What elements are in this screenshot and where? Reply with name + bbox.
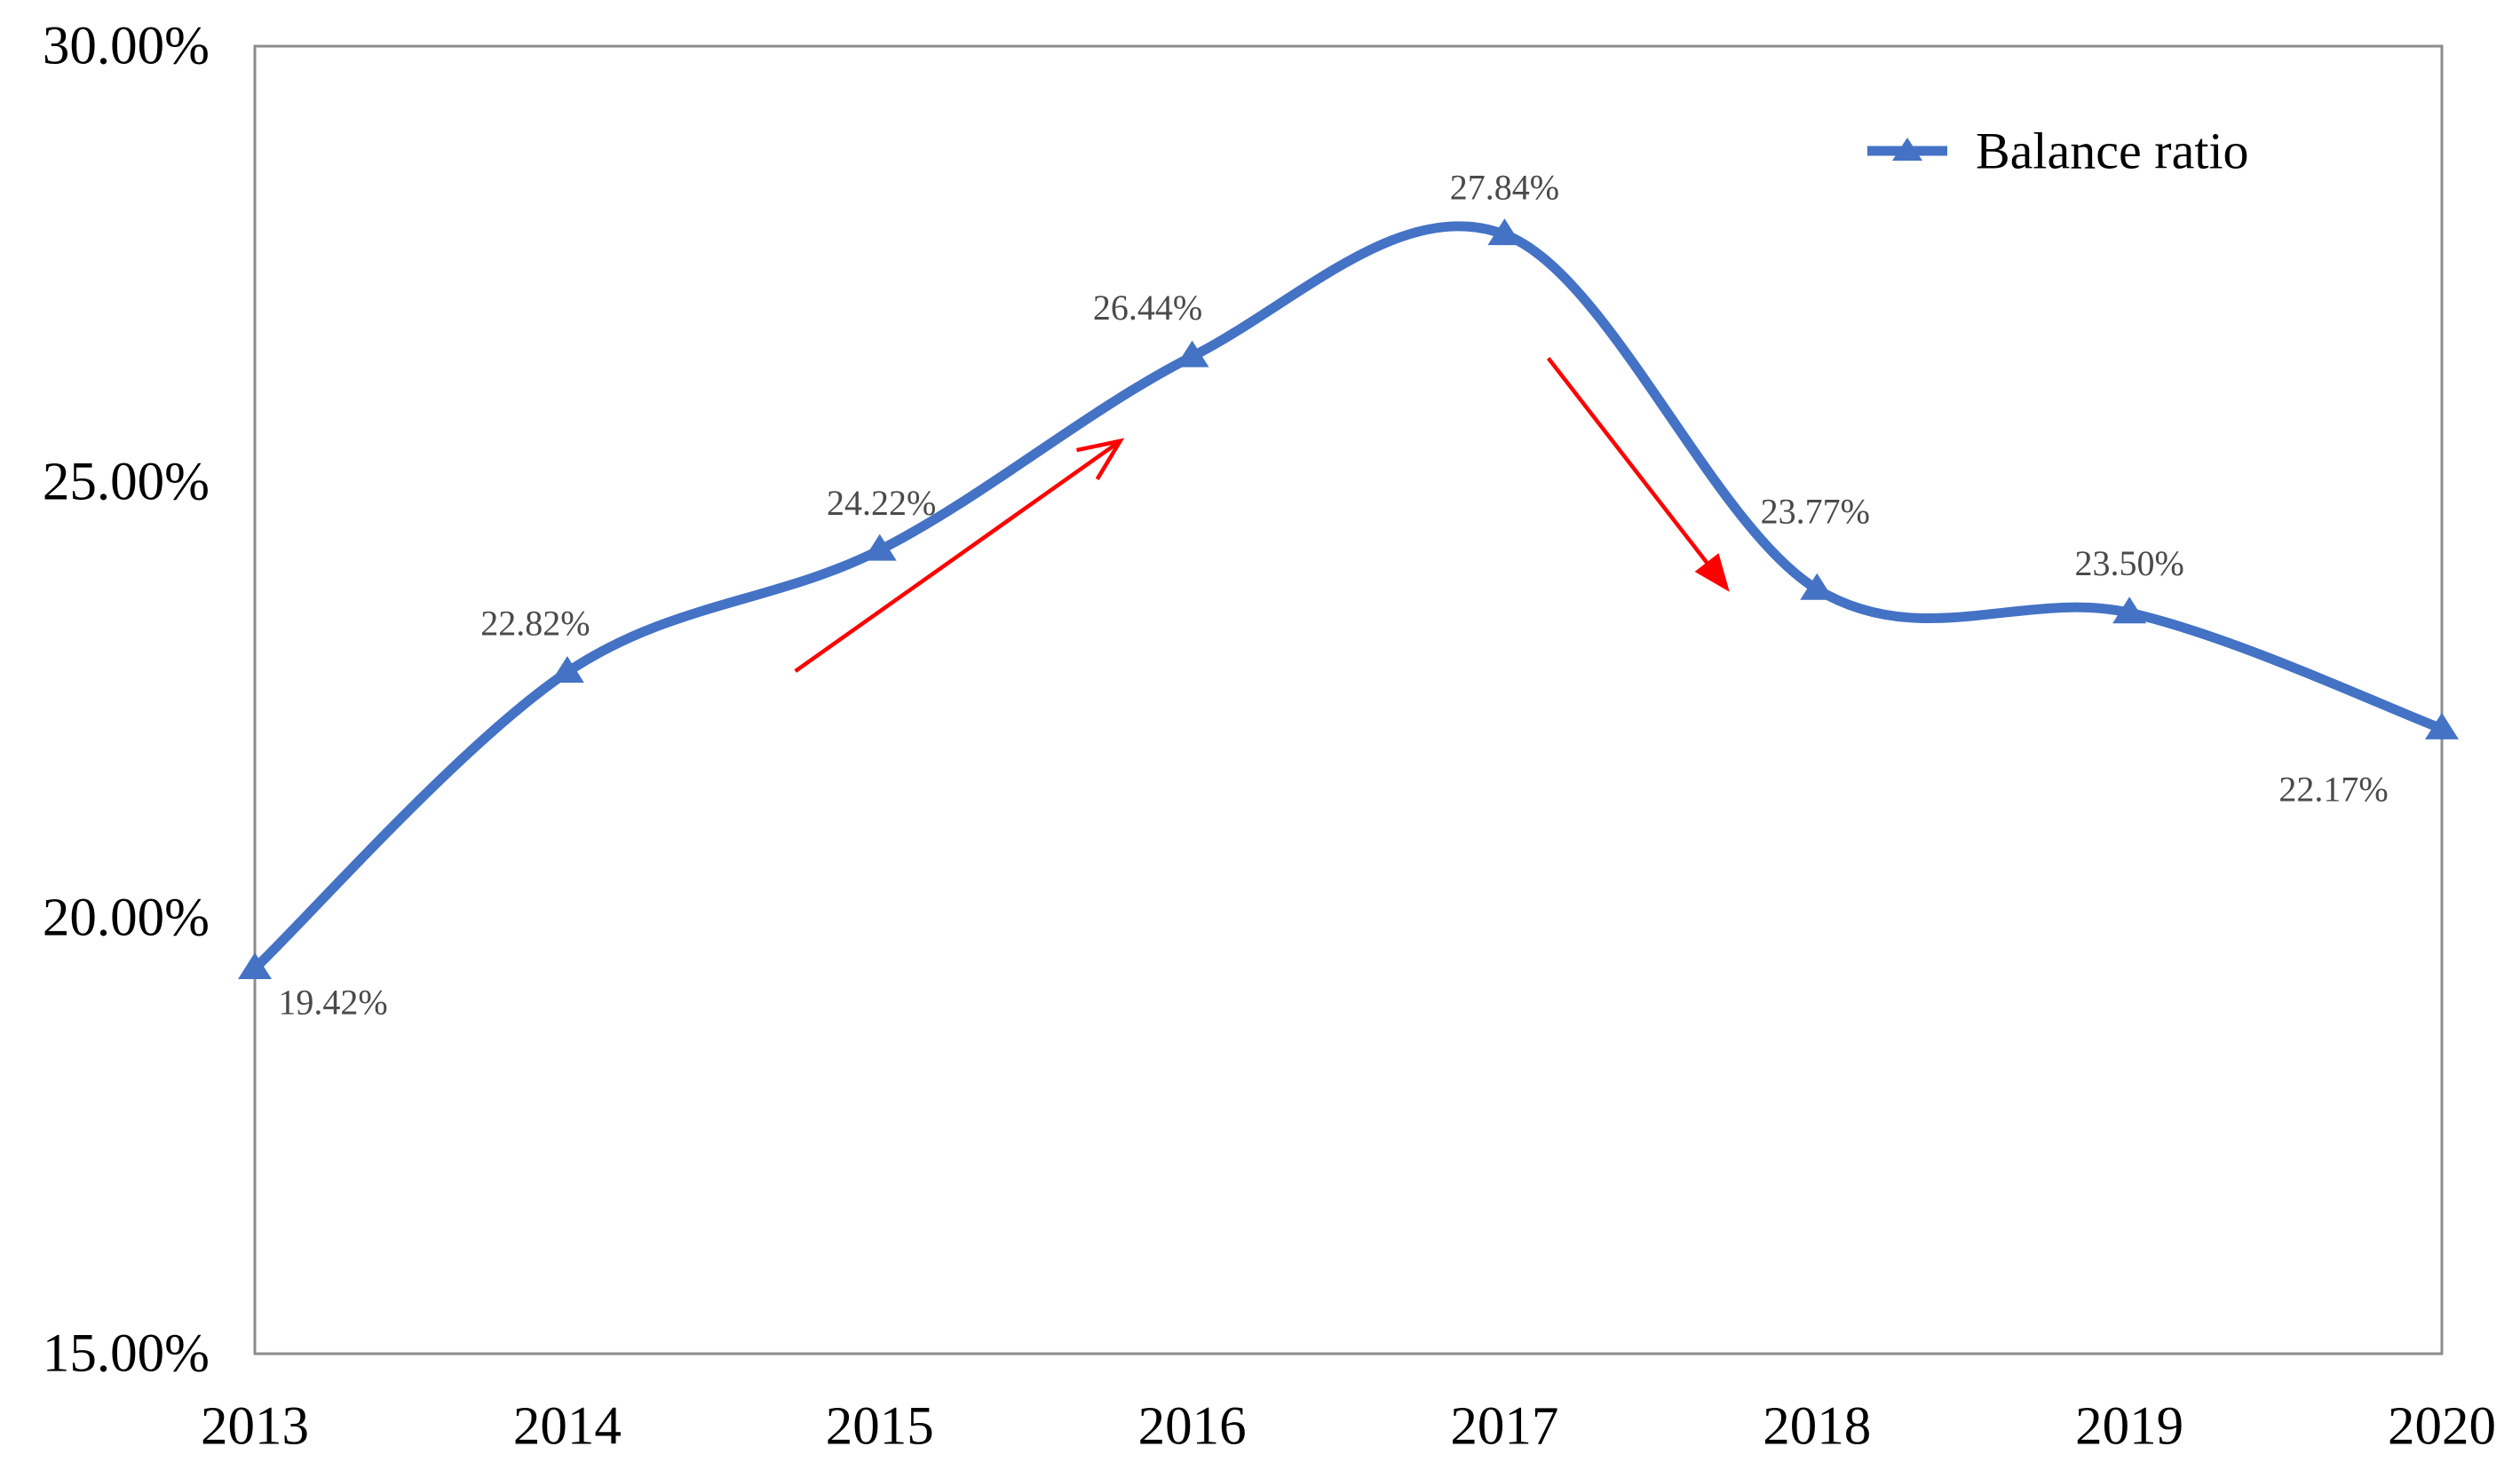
x-axis-tick-label: 2018 <box>1763 1397 1871 1457</box>
arrowhead-filled <box>1694 553 1730 592</box>
x-axis-tick-label: 2013 <box>201 1397 309 1457</box>
data-label: 22.82% <box>480 604 590 644</box>
x-axis-tick-labels: 2013 2014 2015 2016 2017 2018 2019 2020 <box>201 1397 2496 1457</box>
x-axis-tick-label: 2019 <box>2075 1397 2183 1457</box>
series-line-group <box>250 221 2447 974</box>
y-axis-tick-label: 15.00% <box>43 1324 210 1384</box>
trend-arrow-down <box>1546 357 1716 573</box>
data-point-marker <box>2425 712 2459 739</box>
x-axis-tick-label: 2017 <box>1450 1397 1558 1457</box>
data-label: 23.50% <box>2074 543 2183 583</box>
data-label: 24.22% <box>827 483 936 523</box>
data-point-marker <box>1800 573 1835 600</box>
data-point-marker <box>550 656 584 684</box>
data-point-marker <box>1487 218 1522 246</box>
plot-border <box>253 44 2444 1355</box>
legend-label: Balance ratio <box>1976 122 2249 180</box>
trend-arrows <box>794 357 1730 673</box>
x-axis-tick-label: 2015 <box>826 1397 934 1457</box>
x-axis-tick-label: 2016 <box>1138 1397 1247 1457</box>
x-axis-tick-label: 2014 <box>513 1397 622 1457</box>
x-axis-tick-label: 2020 <box>2388 1397 2496 1457</box>
series-line <box>250 221 2447 974</box>
y-axis-tick-labels: 30.00% 25.00% 20.00% 15.00% <box>43 17 210 1384</box>
y-axis-tick-label: 30.00% <box>43 17 210 76</box>
y-axis-tick-label: 20.00% <box>43 889 210 948</box>
legend-triangle-marker <box>1892 138 1922 161</box>
data-label-group: 19.42% 22.82% 24.22% 26.44% 27.84% 23.77% 23.5… <box>278 168 2388 1023</box>
data-point-marker <box>862 533 897 561</box>
data-label: 27.84% <box>1450 168 1559 208</box>
data-label: 22.17% <box>2278 769 2388 809</box>
data-label: 26.44% <box>1093 288 1202 328</box>
legend: Balance ratio <box>1867 122 2249 180</box>
data-point-marker <box>238 952 272 979</box>
data-point-marker <box>2112 597 2147 624</box>
trend-arrow-up <box>794 439 1121 673</box>
data-label: 23.77% <box>1761 491 1870 531</box>
data-label: 19.42% <box>278 982 387 1022</box>
arrowhead-open <box>1076 438 1125 480</box>
y-axis-tick-label: 25.00% <box>43 453 210 512</box>
plot-area-border <box>253 44 2444 1355</box>
data-point-marker <box>1175 340 1209 368</box>
series-marker-group <box>238 218 2459 979</box>
